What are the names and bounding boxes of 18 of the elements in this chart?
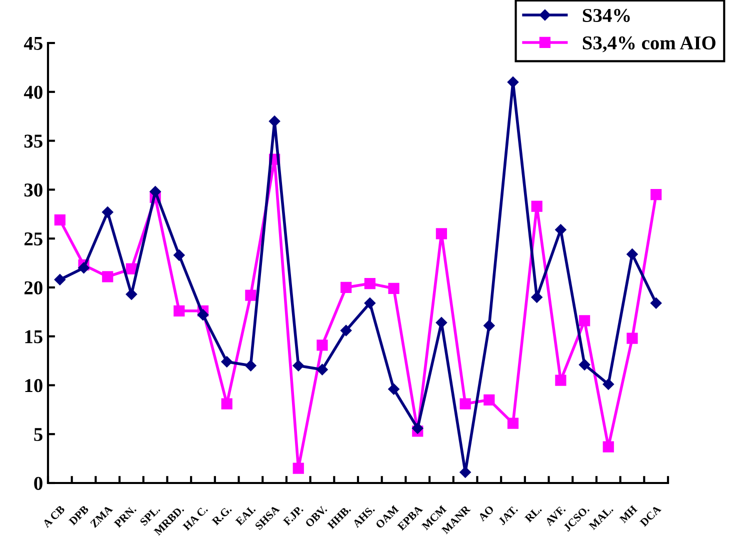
x-tick-label: A CB	[42, 504, 66, 528]
y-tick-label: 35	[24, 134, 42, 148]
y-tick-label: 20	[24, 281, 42, 294]
y-tick-label: 40	[24, 86, 42, 99]
y-tick-label: 5	[34, 428, 42, 442]
x-tick-label: R.G.	[212, 505, 232, 526]
x-tick-label: AO	[478, 505, 494, 522]
y-tick-label: 0	[34, 476, 42, 490]
y-tick-label: 45	[24, 36, 42, 50]
y-tick-label: 25	[24, 232, 42, 246]
legend-label: S34%	[582, 8, 630, 22]
legend-label: S3,4% com AIO	[582, 36, 716, 52]
y-tick-label: 10	[25, 379, 42, 392]
x-tick-label: MH	[619, 504, 638, 524]
x-tick-label: F.JP.	[282, 505, 304, 526]
y-tick-label: 15	[25, 330, 42, 344]
y-tick-label: 30	[24, 183, 42, 197]
x-tick-label: RL.	[524, 505, 542, 523]
